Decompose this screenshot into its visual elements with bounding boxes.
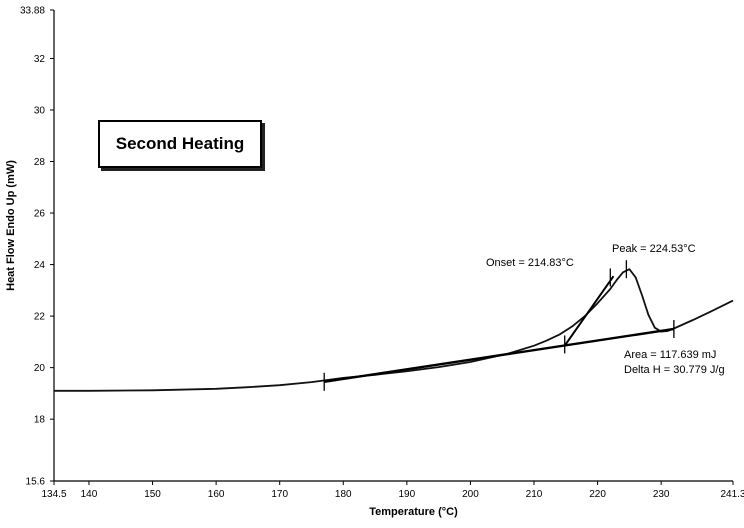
second-heating-label: Second Heating bbox=[115, 134, 245, 153]
x-tick-label: 230 bbox=[653, 489, 670, 500]
y-tick-label: 28 bbox=[34, 157, 46, 168]
baseline-line bbox=[324, 327, 675, 383]
x-tick-label: 210 bbox=[526, 489, 543, 500]
y-tick-label: 33.88 bbox=[20, 6, 45, 17]
y-axis-label: Heat Flow Endo Up (mW) bbox=[5, 160, 17, 291]
y-tick-label: 32 bbox=[34, 54, 46, 65]
area-annotation: Area = 117.639 mJ bbox=[624, 349, 717, 361]
x-tick-label: 180 bbox=[335, 489, 352, 500]
x-tick-label: 134.5 bbox=[41, 489, 66, 500]
y-tick-label: 20 bbox=[34, 363, 46, 374]
onset-annotation: Onset = 214.83°C bbox=[486, 257, 574, 269]
x-tick-label: 190 bbox=[399, 489, 416, 500]
x-tick-label: 140 bbox=[81, 489, 98, 500]
x-tick-label: 200 bbox=[462, 489, 479, 500]
y-tick-label: 24 bbox=[34, 260, 46, 271]
peak-annotation: Peak = 224.53°C bbox=[612, 243, 696, 255]
y-tick-label: 15.6 bbox=[26, 477, 46, 488]
ticks: 134.5 140 150 160 170 180 190 200 210 220 230 241.3… bbox=[20, 6, 744, 501]
axes: Temperature (°C) Heat Flow Endo Up (mW) bbox=[5, 10, 733, 518]
x-tick-label: 170 bbox=[271, 489, 288, 500]
y-tick-label: 22 bbox=[34, 312, 46, 323]
y-tick-label: 26 bbox=[34, 209, 46, 220]
y-tick-label: 30 bbox=[34, 105, 46, 116]
y-tick-label: 18 bbox=[34, 415, 46, 426]
x-tick-label: 241.3 bbox=[720, 489, 744, 500]
second-heating-label-box: Second Heating bbox=[98, 120, 262, 168]
plot-area bbox=[54, 260, 734, 392]
x-tick-label: 150 bbox=[144, 489, 161, 500]
onset-tangent-line bbox=[563, 275, 615, 347]
dsc-curve bbox=[54, 268, 734, 392]
x-tick-label: 160 bbox=[208, 489, 225, 500]
x-axis-label: Temperature (°C) bbox=[369, 506, 458, 518]
delta-h-annotation: Delta H = 30.779 J/g bbox=[624, 364, 725, 376]
x-tick-label: 220 bbox=[589, 489, 606, 500]
